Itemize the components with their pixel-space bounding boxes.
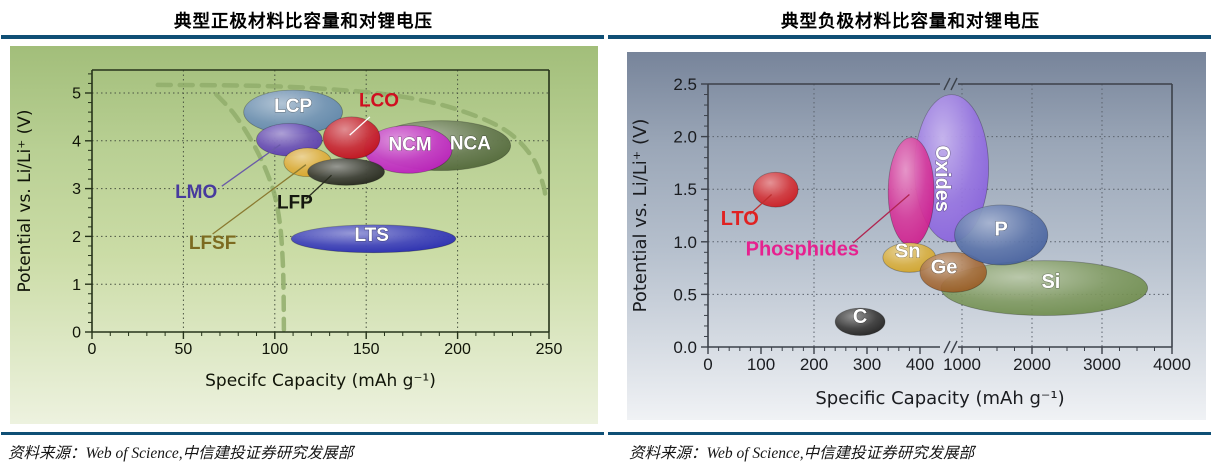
y-tick-label: 4 [72,133,81,150]
y-tick-label: 0.0 [673,338,697,357]
label-ncm: NCM [388,134,431,155]
callout-line-lfsf [212,164,307,235]
y-tick-label: 3 [72,181,81,198]
anode-source: 资料来源：Web of Science,中信建投证券研究发展部 [629,445,975,462]
label-c: C [853,306,867,328]
cathode-source: 资料来源：Web of Science,中信建投证券研究发展部 [8,445,354,462]
label-nca: NCA [450,133,491,154]
x-tick-label: 50 [175,341,193,358]
anode-chart: Oxides Phosphides Si Sn Ge P LTO C 0 100 200 300 400… [630,75,1191,409]
y-tick-label: 2 [72,229,81,246]
x-tick-label: 250 [536,341,563,358]
contour-line-1 [155,82,548,201]
y-tick-label: 5 [72,86,81,103]
y-tick-label: 2.0 [673,128,697,147]
cathode-title: 典型正极材料比容量和对锂电压 [174,11,433,31]
callout-line-lfp [305,174,332,200]
x-tick-label: 100 [261,341,288,358]
contour-line-2 [214,92,287,332]
axis-break-mark [943,340,951,354]
label-lfsf: LFSF [189,233,237,254]
callout-line-lto [749,194,773,215]
x-axis-title: Specific Capacity (mAh g⁻¹) [815,388,1064,409]
y-tick-label: 0.5 [673,285,697,304]
axis-break-mark [950,340,958,354]
x-tick-label: 2000 [1013,355,1051,374]
bubble-shine-c [835,308,885,336]
y-tick-label: 1 [72,277,81,294]
label-sn: Sn [895,241,921,263]
x-tick-label: 3000 [1083,355,1121,374]
bubble-shine-lco [323,116,380,159]
anode-footer-rule [608,432,1211,435]
label-lmo: LMO [175,182,217,203]
x-tick-label: 200 [444,341,471,358]
x-tick-label: 200 [800,355,828,374]
cathode-column: 典型正极材料比容量和对锂电压 NCA NCM LCP LMO LFSF LFP LCO LTS… [1,11,604,462]
cathode-chart-panel: NCA NCM LCP LMO LFSF LFP LCO LTS 0 50 100 150 200 250… [10,46,598,424]
y-tick-label: 2.5 [673,75,697,94]
x-tick-label: 0 [88,341,97,358]
label-lco: LCO [359,90,399,111]
bubble-shine-lmo [256,123,323,157]
x-axis-title: Specifc Capacity (mAh g⁻¹) [205,371,436,391]
callout-line-lco [349,116,371,136]
x-tick-label: 300 [853,355,881,374]
x-tick-label: 0 [703,355,712,374]
callout-line-phosphides [852,194,910,244]
y-tick-label: 1.5 [673,180,697,199]
label-lfp: LFP [277,193,313,214]
label-si: Si [1041,271,1060,293]
cathode-title-rule [1,35,604,39]
y-tick-label: 0 [72,325,81,342]
callout-line-lmo [221,144,281,187]
axis-break-mark [943,77,951,91]
bubble-shine-ge [920,252,987,293]
bubble-shine-p [954,205,1048,265]
axis-break-mark [950,77,958,91]
bubble-shine-ncm [364,125,453,174]
bubble-shine-lts [291,224,456,253]
label-lto: LTO [721,208,759,230]
label-phosphides: Phosphides [746,239,859,261]
label-oxides: Oxides [931,145,953,212]
x-tick-label: 1000 [943,355,981,374]
bubble-shine-phosphides [888,137,934,246]
y-tick-label: 1.0 [673,233,697,252]
label-ge: Ge [931,256,958,278]
bubble-shine-lfp [307,158,385,186]
label-lts: LTS [354,225,388,246]
bubble-shine-lcp [243,90,343,135]
x-tick-label: 100 [747,355,775,374]
y-axis-title: Potential vs. Li/Li⁺ (V) [630,119,651,313]
x-tick-label: 400 [906,355,934,374]
cathode-footer-rule [1,432,604,435]
label-p: P [995,219,1008,241]
bubble-shine-lto [753,172,799,208]
x-tick-label: 4000 [1153,355,1191,374]
anode-title-rule [608,35,1211,39]
anode-column: 典型负极材料比容量和对锂电压 Oxides Phosphides Si Sn Ge P LT… [607,0,1214,468]
bubble-shine-si [941,260,1148,316]
anode-chart-panel: Oxides Phosphides Si Sn Ge P LTO C 0 100 200 300 400… [627,52,1206,420]
anode-title: 典型负极材料比容量和对锂电压 [781,11,1040,31]
y-axis-title: Potential vs. Li/Li⁺ (V) [15,110,35,293]
x-tick-label: 150 [353,341,380,358]
label-lcp: LCP [274,96,312,117]
